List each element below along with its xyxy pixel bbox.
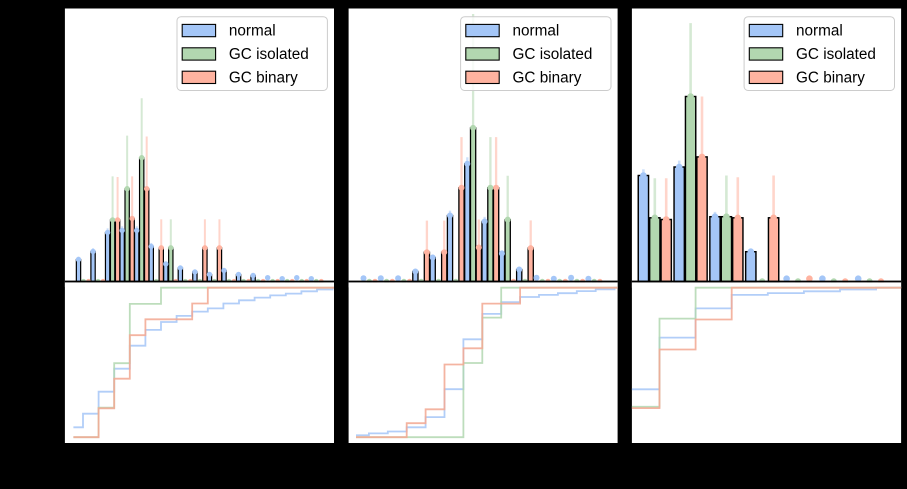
svg-text:GC isolated: GC isolated <box>229 46 309 63</box>
svg-text:normal: normal <box>796 23 843 40</box>
svg-text:GC binary: GC binary <box>796 69 865 86</box>
svg-text:GC isolated: GC isolated <box>513 46 593 63</box>
svg-text:normal: normal <box>513 23 560 40</box>
svg-text:GC isolated: GC isolated <box>796 46 876 63</box>
svg-text:GC binary: GC binary <box>229 69 298 86</box>
svg-text:normal: normal <box>229 23 276 40</box>
svg-text:GC binary: GC binary <box>513 69 582 86</box>
